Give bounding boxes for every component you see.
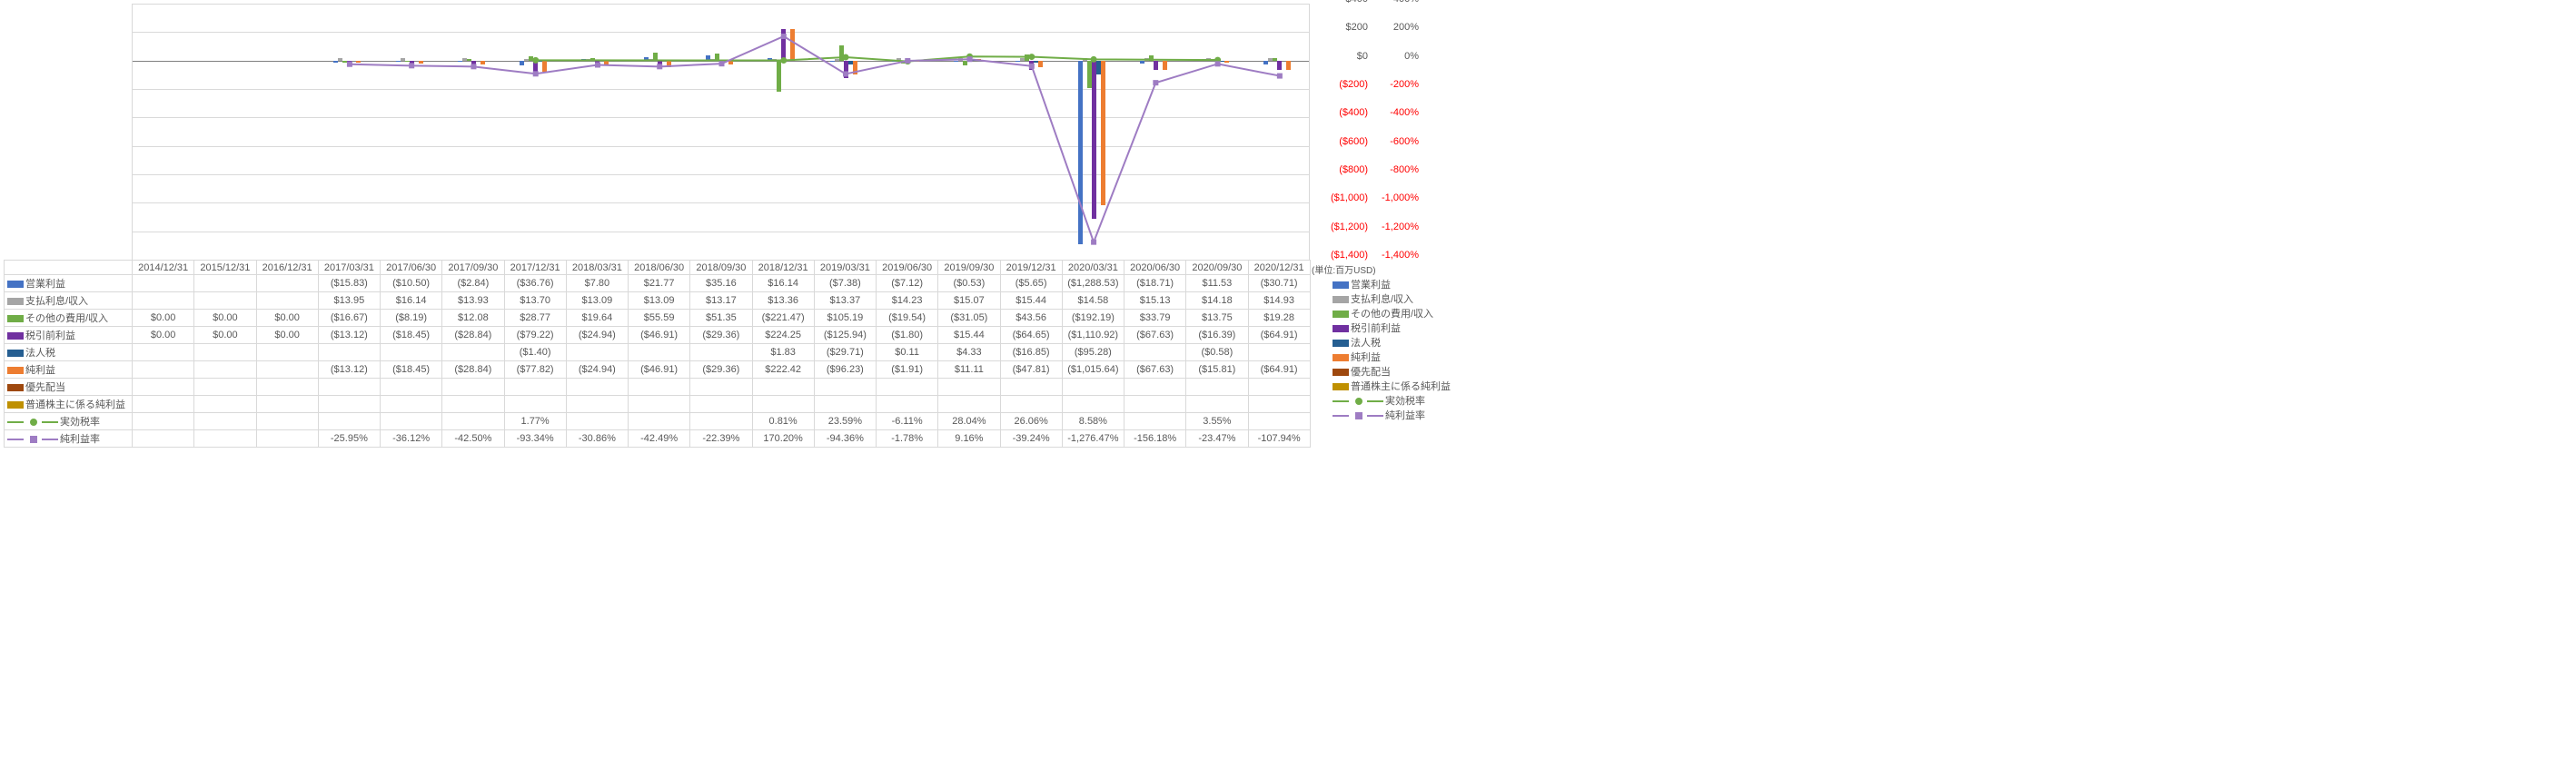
marker-mrg (843, 71, 848, 76)
marker-mrg (1277, 74, 1283, 79)
row-head-pre: 税引前利益 (5, 327, 133, 344)
legend-right: 営業利益支払利息/収入その他の費用/収入税引前利益法人税純利益優先配当普通株主に… (1333, 278, 1442, 423)
row-head-eff: 実効税率 (5, 413, 133, 430)
marker-mrg (781, 34, 787, 39)
legend-item-prf: 優先配当 (1333, 365, 1442, 380)
row-head-op: 営業利益 (5, 275, 133, 292)
table-row: 優先配当 (5, 379, 1311, 396)
date-header: 2018/06/30 (629, 261, 690, 275)
legend-item-tax: 法人税 (1333, 336, 1442, 350)
date-header: 2018/12/31 (752, 261, 814, 275)
table-row: 税引前利益$0.00$0.00$0.00($13.12)($18.45)($28… (5, 327, 1311, 344)
date-header: 2018/03/31 (566, 261, 628, 275)
marker-mrg (905, 58, 910, 64)
legend-item-eff: 実効税率 (1333, 394, 1442, 409)
row-head-net: 純利益 (5, 361, 133, 379)
row-head-com: 普通株主に係る純利益 (5, 396, 133, 413)
marker-eff (780, 57, 787, 64)
line-eff (536, 56, 1218, 61)
date-header: 2020/06/30 (1125, 261, 1186, 275)
date-header: 2017/09/30 (442, 261, 504, 275)
date-header: 2017/06/30 (381, 261, 442, 275)
date-header: 2020/09/30 (1186, 261, 1248, 275)
marker-mrg (409, 63, 414, 68)
marker-mrg (595, 63, 600, 68)
marker-mrg (1215, 61, 1221, 66)
table-row: 実効税率1.77%0.81%23.59%-6.11%28.04%26.06%8.… (5, 413, 1311, 430)
date-header: 2016/12/31 (256, 261, 318, 275)
marker-mrg (533, 71, 539, 76)
date-header: 2014/12/31 (133, 261, 194, 275)
table-row: 純利益率-25.95%-36.12%-42.50%-93.34%-30.86%-… (5, 430, 1311, 448)
legend-item-com: 普通株主に係る純利益 (1333, 380, 1442, 394)
marker-eff (843, 54, 849, 60)
line-layer (133, 4, 1309, 260)
date-header: 2019/06/30 (877, 261, 938, 275)
y-axis-left: ($1,400)($1,200)($1,000)($800)($600)($40… (1312, 0, 1368, 260)
marker-mrg (967, 56, 973, 62)
legend-item-pre: 税引前利益 (1333, 321, 1442, 336)
date-header: 2017/12/31 (504, 261, 566, 275)
line-mrg (350, 36, 1280, 242)
table-row: 純利益($13.12)($18.45)($28.84)($77.82)($24.… (5, 361, 1311, 379)
legend-item-int: 支払利息/収入 (1333, 292, 1442, 307)
date-header: 2018/09/30 (690, 261, 752, 275)
y-axis-right: -1,400%-1,200%-1,000%-800%-600%-400%-200… (1368, 0, 1419, 260)
legend-item-net: 純利益 (1333, 350, 1442, 365)
data-table: 2014/12/312015/12/312016/12/312017/03/31… (4, 260, 1310, 448)
legend-item-mrg: 純利益率 (1333, 409, 1442, 423)
row-head-prf: 優先配当 (5, 379, 133, 396)
date-header: 2017/03/31 (318, 261, 380, 275)
marker-mrg (657, 64, 662, 69)
row-head-oth: その他の費用/収入 (5, 310, 133, 327)
table-row: 法人税($1.40)$1.83($29.71)$0.11$4.33($16.85… (5, 344, 1311, 361)
row-head-tax: 法人税 (5, 344, 133, 361)
marker-mrg (1153, 80, 1158, 85)
date-header: 2020/03/31 (1062, 261, 1124, 275)
legend-item-op: 営業利益 (1333, 278, 1442, 292)
chart-wrapper: ($1,400)($1,200)($1,000)($800)($600)($40… (0, 0, 2576, 779)
marker-mrg (347, 62, 352, 67)
table-row: 支払利息/収入$13.95$16.14$13.93$13.70$13.09$13… (5, 292, 1311, 310)
table-row: その他の費用/収入$0.00$0.00$0.00($16.67)($8.19)$… (5, 310, 1311, 327)
row-head-int: 支払利息/収入 (5, 292, 133, 310)
date-header: 2019/12/31 (1000, 261, 1062, 275)
marker-mrg (719, 61, 725, 66)
date-header: 2019/09/30 (938, 261, 1000, 275)
legend-item-oth: その他の費用/収入 (1333, 307, 1442, 321)
marker-mrg (1029, 64, 1035, 69)
date-header: 2020/12/31 (1248, 261, 1310, 275)
table-row: 普通株主に係る純利益 (5, 396, 1311, 413)
date-header: 2015/12/31 (194, 261, 256, 275)
marker-mrg (1091, 240, 1096, 245)
marker-mrg (471, 64, 476, 69)
plot-area (132, 4, 1310, 260)
marker-eff (1028, 54, 1035, 60)
row-head-mrg: 純利益率 (5, 430, 133, 448)
date-header: 2019/03/31 (814, 261, 876, 275)
marker-eff (1091, 56, 1097, 63)
table-header-row: 2014/12/312015/12/312016/12/312017/03/31… (5, 261, 1311, 275)
unit-label: (単位:百万USD) (1312, 262, 1376, 276)
table-row: 営業利益($15.83)($10.50)($2.84)($36.76)$7.80… (5, 275, 1311, 292)
marker-eff (532, 57, 539, 64)
